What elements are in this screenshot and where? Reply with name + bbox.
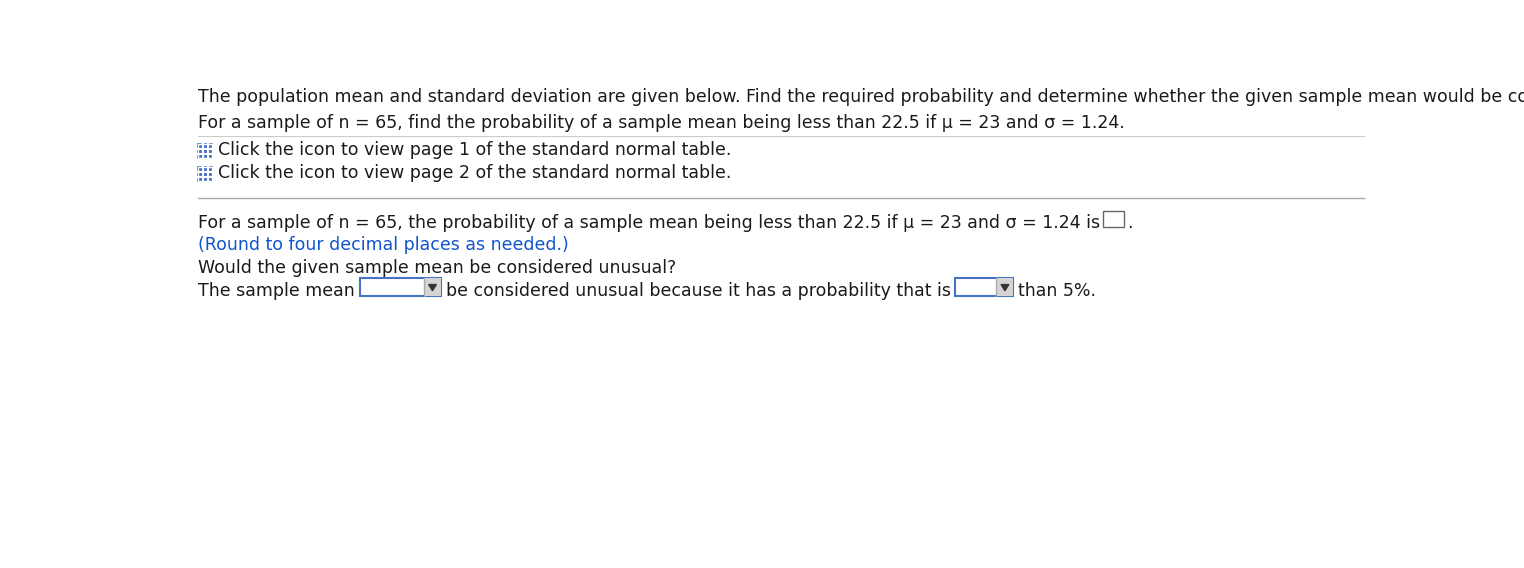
Bar xyxy=(360,278,440,296)
Polygon shape xyxy=(1001,285,1009,291)
Text: The sample mean: The sample mean xyxy=(198,282,355,300)
Text: The population mean and standard deviation are given below. Find the required pr: The population mean and standard deviati… xyxy=(198,88,1524,106)
Bar xyxy=(198,168,212,181)
Text: (Round to four decimal places as needed.): (Round to four decimal places as needed.… xyxy=(198,236,568,254)
Polygon shape xyxy=(428,285,436,291)
Text: For a sample of n = 65, the probability of a sample mean being less than 22.5 if: For a sample of n = 65, the probability … xyxy=(198,215,1100,232)
Bar xyxy=(198,168,212,181)
Bar xyxy=(198,144,212,158)
Text: than 5%.: than 5%. xyxy=(1018,282,1096,300)
Text: Would the given sample mean be considered unusual?: Would the given sample mean be considere… xyxy=(198,259,677,277)
Bar xyxy=(1103,211,1123,227)
Text: Click the icon to view page 1 of the standard normal table.: Click the icon to view page 1 of the sta… xyxy=(218,141,732,159)
Bar xyxy=(424,278,440,296)
Text: For a sample of n = 65, find the probability of a sample mean being less than 22: For a sample of n = 65, find the probabi… xyxy=(198,114,1125,132)
Text: Click the icon to view page 2 of the standard normal table.: Click the icon to view page 2 of the sta… xyxy=(218,164,732,182)
Text: .: . xyxy=(1126,215,1132,232)
Bar xyxy=(198,144,212,158)
Bar xyxy=(997,278,1013,296)
Text: be considered unusual because it has a probability that is: be considered unusual because it has a p… xyxy=(445,282,951,300)
Bar xyxy=(956,278,1013,296)
